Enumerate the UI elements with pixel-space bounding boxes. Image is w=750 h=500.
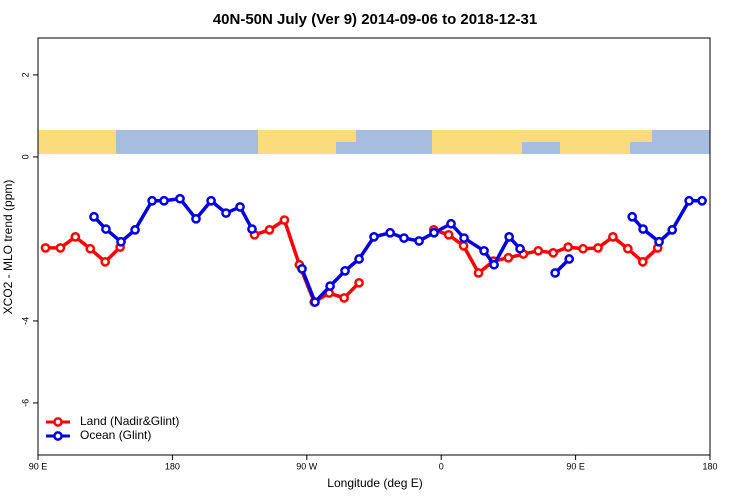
point <box>637 257 648 267</box>
point <box>264 225 275 235</box>
series-line <box>92 196 703 304</box>
y-tick-label: 2 <box>20 72 30 77</box>
x-tick-label: 180 <box>165 461 180 471</box>
point <box>443 229 454 240</box>
point <box>159 195 169 206</box>
legend-marker <box>53 417 63 427</box>
point <box>459 233 469 243</box>
point <box>100 257 111 267</box>
point <box>325 281 335 291</box>
point <box>354 277 364 288</box>
point <box>85 243 96 254</box>
y-tick-label: -6 <box>20 399 30 407</box>
point <box>548 248 559 258</box>
point <box>147 195 157 206</box>
x-tick-label: 90 E <box>29 461 48 471</box>
point <box>101 224 111 234</box>
point <box>130 225 140 235</box>
point <box>654 236 664 247</box>
point <box>489 259 499 270</box>
point <box>458 241 469 251</box>
y-axis-title: XCO2 - MLO trend (ppm) <box>1 180 15 315</box>
point <box>578 243 588 254</box>
point <box>414 236 424 246</box>
point <box>446 218 456 229</box>
x-tick-label: 180 <box>702 461 717 471</box>
point <box>479 245 489 256</box>
point <box>191 213 201 224</box>
point <box>297 263 307 274</box>
point <box>235 202 245 212</box>
legend-label: Land (Nadir&Glint) <box>80 414 179 428</box>
point <box>247 224 257 234</box>
point <box>116 236 126 247</box>
y-tick-label: 0 <box>20 154 30 159</box>
point <box>206 195 216 206</box>
point <box>473 268 484 278</box>
point <box>563 242 573 252</box>
point <box>550 268 560 278</box>
point <box>399 233 409 243</box>
point <box>55 243 66 253</box>
point <box>340 266 350 276</box>
x-tick-label: 90 E <box>566 461 585 471</box>
point <box>385 227 395 238</box>
point <box>279 215 290 225</box>
point <box>339 293 349 303</box>
point <box>369 232 379 242</box>
point <box>697 195 707 206</box>
point <box>627 211 638 222</box>
point <box>89 211 99 222</box>
plot-frame <box>37 37 711 456</box>
point <box>40 243 51 253</box>
point <box>504 232 514 242</box>
point <box>515 243 525 254</box>
point <box>310 297 320 307</box>
chart-title: 40N-50N July (Ver 9) 2014-09-06 to 2018-… <box>213 11 537 28</box>
point <box>503 252 514 263</box>
point <box>684 195 694 206</box>
point <box>564 254 575 264</box>
point <box>593 243 603 253</box>
point <box>667 225 678 235</box>
x-axis-title: Longitude (deg E) <box>327 476 422 490</box>
point <box>221 208 231 218</box>
point <box>608 232 618 242</box>
point <box>429 227 439 238</box>
point <box>175 193 185 204</box>
point <box>638 224 648 234</box>
legend-label: Ocean (Glint) <box>80 428 151 442</box>
point <box>533 245 544 256</box>
legend-marker <box>53 431 63 441</box>
point <box>70 232 81 242</box>
point <box>354 254 364 264</box>
y-tick-label: -4 <box>20 317 30 325</box>
map-strip <box>38 130 710 154</box>
x-tick-label: 90 W <box>296 461 318 471</box>
point <box>623 243 633 254</box>
x-tick-label: 0 <box>439 461 444 471</box>
